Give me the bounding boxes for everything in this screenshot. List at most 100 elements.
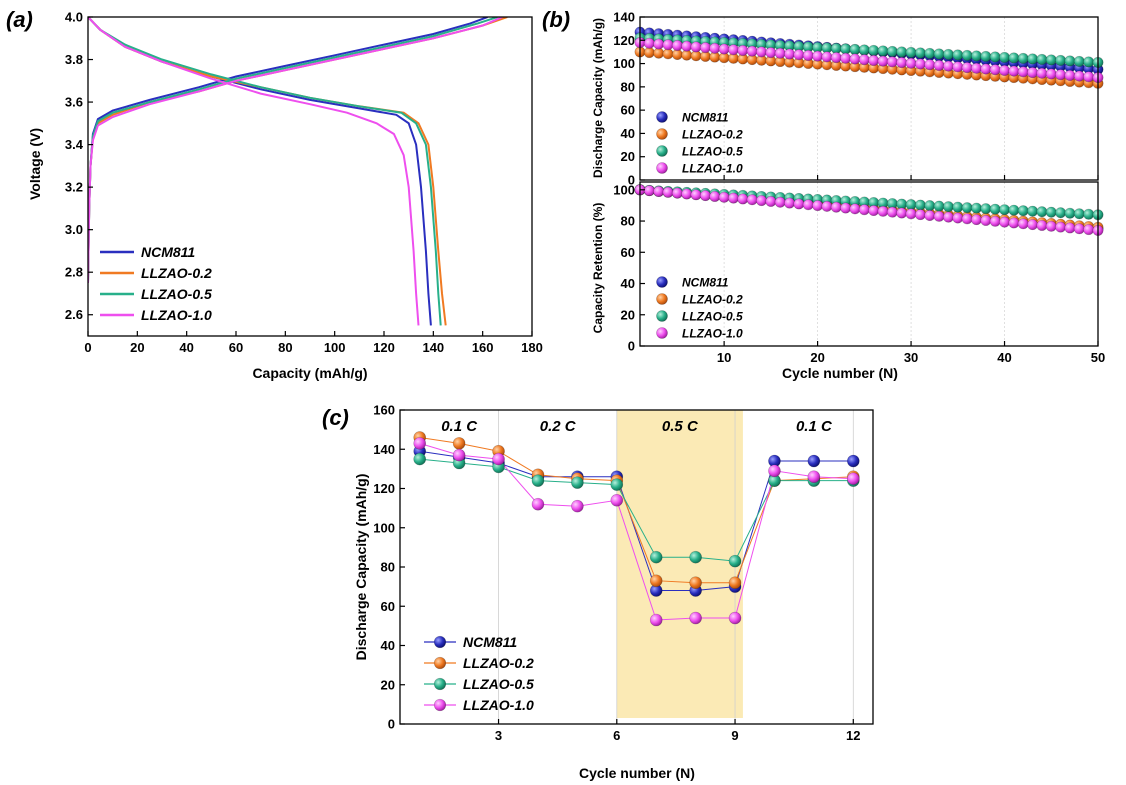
panel-c-highlight-rect [616,410,743,718]
panel-c-y-tick-label-0: 0 [388,717,395,732]
panel-b-top-point-llzao-0-5-30 [905,46,917,58]
panel-b-top-point-llzao-1-0-44 [1036,67,1048,79]
panel-b-top-point-llzao-1-0-5 [671,39,683,51]
panel-c-y-tick-label-40: 40 [381,638,395,653]
panel-b-top-point-llzao-0-5-43 [1027,53,1039,65]
panel-b-top-point-llzao-0-5-27 [877,45,889,57]
panel-b-bottom-point-llzao-0-5-32 [924,200,936,212]
panel-c-point-llzao-1-0-10 [768,464,781,478]
panel-a-x-tick-label-140: 140 [422,340,444,355]
panel-b-top-point-llzao-1-0-3 [653,38,665,50]
panel-b-bottom-point-llzao-1-0-15 [765,195,777,207]
panel-b-top-point-llzao-0-5-46 [1055,54,1067,66]
panel-c-y-tick-label-120: 120 [373,481,395,496]
panel-b-bottom-legend-marker-llzao-0-2 [656,293,668,305]
panel-a-x-tick-label-40: 40 [179,340,193,355]
panel-c-x-tick-label-3: 3 [495,728,502,743]
panel-b-bottom-point-llzao-1-0-14 [756,195,768,207]
panel-b-top-y-tick-label-80: 80 [621,79,635,94]
panel-b-bottom-point-llzao-1-0-6 [681,188,693,200]
panel-b-bottom-point-llzao-1-0-17 [784,197,796,209]
panel-b-top-legend-marker-llzao-0-2 [656,128,668,140]
panel-b-top-point-llzao-1-0-9 [709,42,721,54]
panel-b-bottom-legend-marker-llzao-1-0 [656,327,668,339]
panel-b-top-point-llzao-0-5-23 [840,43,852,55]
panel-b-top-y-tick-label-20: 20 [621,149,635,164]
panel-b-top-legend-marker-llzao-1-0 [656,162,668,174]
panel-b-top-point-llzao-0-5-28 [886,45,898,57]
panel-b-bottom-point-llzao-0-5-36 [961,202,973,214]
panel-c-point-llzao-1-0-6 [610,493,624,507]
panel-c-point-llzao-1-0-5 [571,499,584,513]
panel-c-line-ncm811 [419,450,854,591]
panel-b-bottom-point-llzao-1-0-24 [849,203,861,215]
panel-c-legend-label-llzao-0-5: LLZAO-0.5 [463,676,534,692]
panel-b-top-point-llzao-1-0-34 [942,60,954,72]
panel-b-marks [634,17,1104,346]
panel-b-bottom-point-llzao-1-0-26 [868,205,880,217]
panel-a-line-ncm811-discharge [88,17,432,326]
panel-b-bottom-legend: NCM811 LLZAO-0.2 LLZAO-0.5 LLZAO-1.0 [656,276,743,341]
panel-a-x-tick-label-100: 100 [324,340,346,355]
panel-b-bottom-point-llzao-0-5-30 [905,199,917,211]
panel-b-top-point-llzao-1-0-17 [784,48,796,60]
panel-b-bottom-point-llzao-1-0-27 [877,205,889,217]
panel-c-legend-marker-ncm811 [433,635,447,649]
panel-c-y-axis-title: Discharge Capacity (mAh/g) [353,474,369,661]
panel-c-line-llzao-1-0 [419,442,854,621]
panel-b-bottom-point-llzao-0-5-33 [933,200,945,212]
panel-b-top-point-llzao-1-0-45 [1045,68,1057,80]
panel-b-bottom-point-llzao-1-0-38 [980,214,992,226]
panel-b-bottom-point-llzao-0-5-49 [1083,208,1095,220]
panel-b-top-point-llzao-0-5-37 [970,50,982,62]
panel-a-legend: NCM811 LLZAO-0.2 LLZAO-0.5 LLZAO-1.0 [100,244,212,323]
panel-b-bottom-y-tick-label-100: 100 [613,182,635,197]
panel-b-top-point-llzao-0-5-42 [1017,52,1029,64]
panel-b-bottom-point-llzao-1-0-35 [952,212,964,224]
panel-b-bottom-point-llzao-1-0-9 [709,190,721,202]
panel-b-top-point-llzao-1-0-7 [690,41,702,53]
panel-c-legend-marker-llzao-0-5 [433,677,447,691]
panel-b-top-point-llzao-1-0-29 [896,57,908,69]
panel-b-top-point-llzao-1-0-12 [737,44,749,56]
panel-b-top-point-llzao-0-2-2 [643,47,655,59]
panel-b-cycling: (b) 0 20 40 60 80 100 120 140 10 20 30 40 50 0 20 40 60 8… [542,7,1105,381]
panel-b-bottom-point-llzao-1-0-25 [858,204,870,216]
panel-b-bottom-point-llzao-1-0-37 [970,214,982,226]
panel-b-top-point-llzao-1-0-40 [999,64,1011,76]
panel-b-top-point-llzao-0-5-47 [1064,55,1076,67]
panel-b-bottom-point-llzao-0-5-39 [989,203,1001,215]
panel-b-bottom-point-llzao-0-5-40 [999,204,1011,216]
panel-b-bottom-point-llzao-1-0-22 [830,201,842,213]
panel-b-bottom-point-llzao-1-0-49 [1083,224,1095,236]
panel-c-line-llzao-0-5 [419,458,854,562]
panel-a-x-tick-label-120: 120 [373,340,395,355]
panel-b-bottom-point-llzao-0-5-41 [1008,204,1020,216]
panel-b-top-point-llzao-1-0-48 [1073,70,1085,82]
panel-b-bottom-x-tick-label-10: 10 [717,350,731,365]
panel-b-bottom-point-llzao-0-5-35 [952,201,964,213]
panel-b-bottom-point-llzao-1-0-39 [989,215,1001,227]
panel-b-top-y-tick-label-120: 120 [613,33,635,48]
panel-c-legend-marker-llzao-1-0 [433,698,447,712]
panel-b-top-point-llzao-0-5-32 [924,47,936,59]
panel-b-top-point-llzao-1-0-39 [989,64,1001,76]
panel-c-point-llzao-0-5-6 [610,478,624,491]
panel-b-top-point-llzao-0-5-36 [961,49,973,61]
panel-b-top-y-tick-label-0: 0 [628,173,635,188]
panel-b-top-point-llzao-1-0-36 [961,62,973,74]
panel-a-y-tick-label-2-6: 2.6 [65,307,83,322]
panel-c-point-llzao-1-0-12 [846,472,860,485]
panel-c-point-llzao-1-0-8 [689,611,702,625]
panel-a-y-tick-label-3-4: 3.4 [65,137,84,152]
panel-b-top-point-llzao-0-5-45 [1045,54,1057,66]
panel-c-y-tick-label-140: 140 [373,442,395,457]
panel-c-legend: NCM811 LLZAO-0.2 LLZAO-0.5 LLZAO-1.0 [424,634,534,713]
panel-b-top-point-llzao-0-5-24 [849,43,861,55]
panel-c-highlight-region [498,410,854,724]
panel-b-top-point-llzao-0-5-33 [933,48,945,60]
panel-b-bottom-point-llzao-1-0-3 [653,185,665,197]
panel-b-top-point-llzao-0-5-44 [1036,53,1048,65]
panel-b-top-frame [639,16,1099,181]
panel-c-point-llzao-0-2-2 [452,437,466,450]
